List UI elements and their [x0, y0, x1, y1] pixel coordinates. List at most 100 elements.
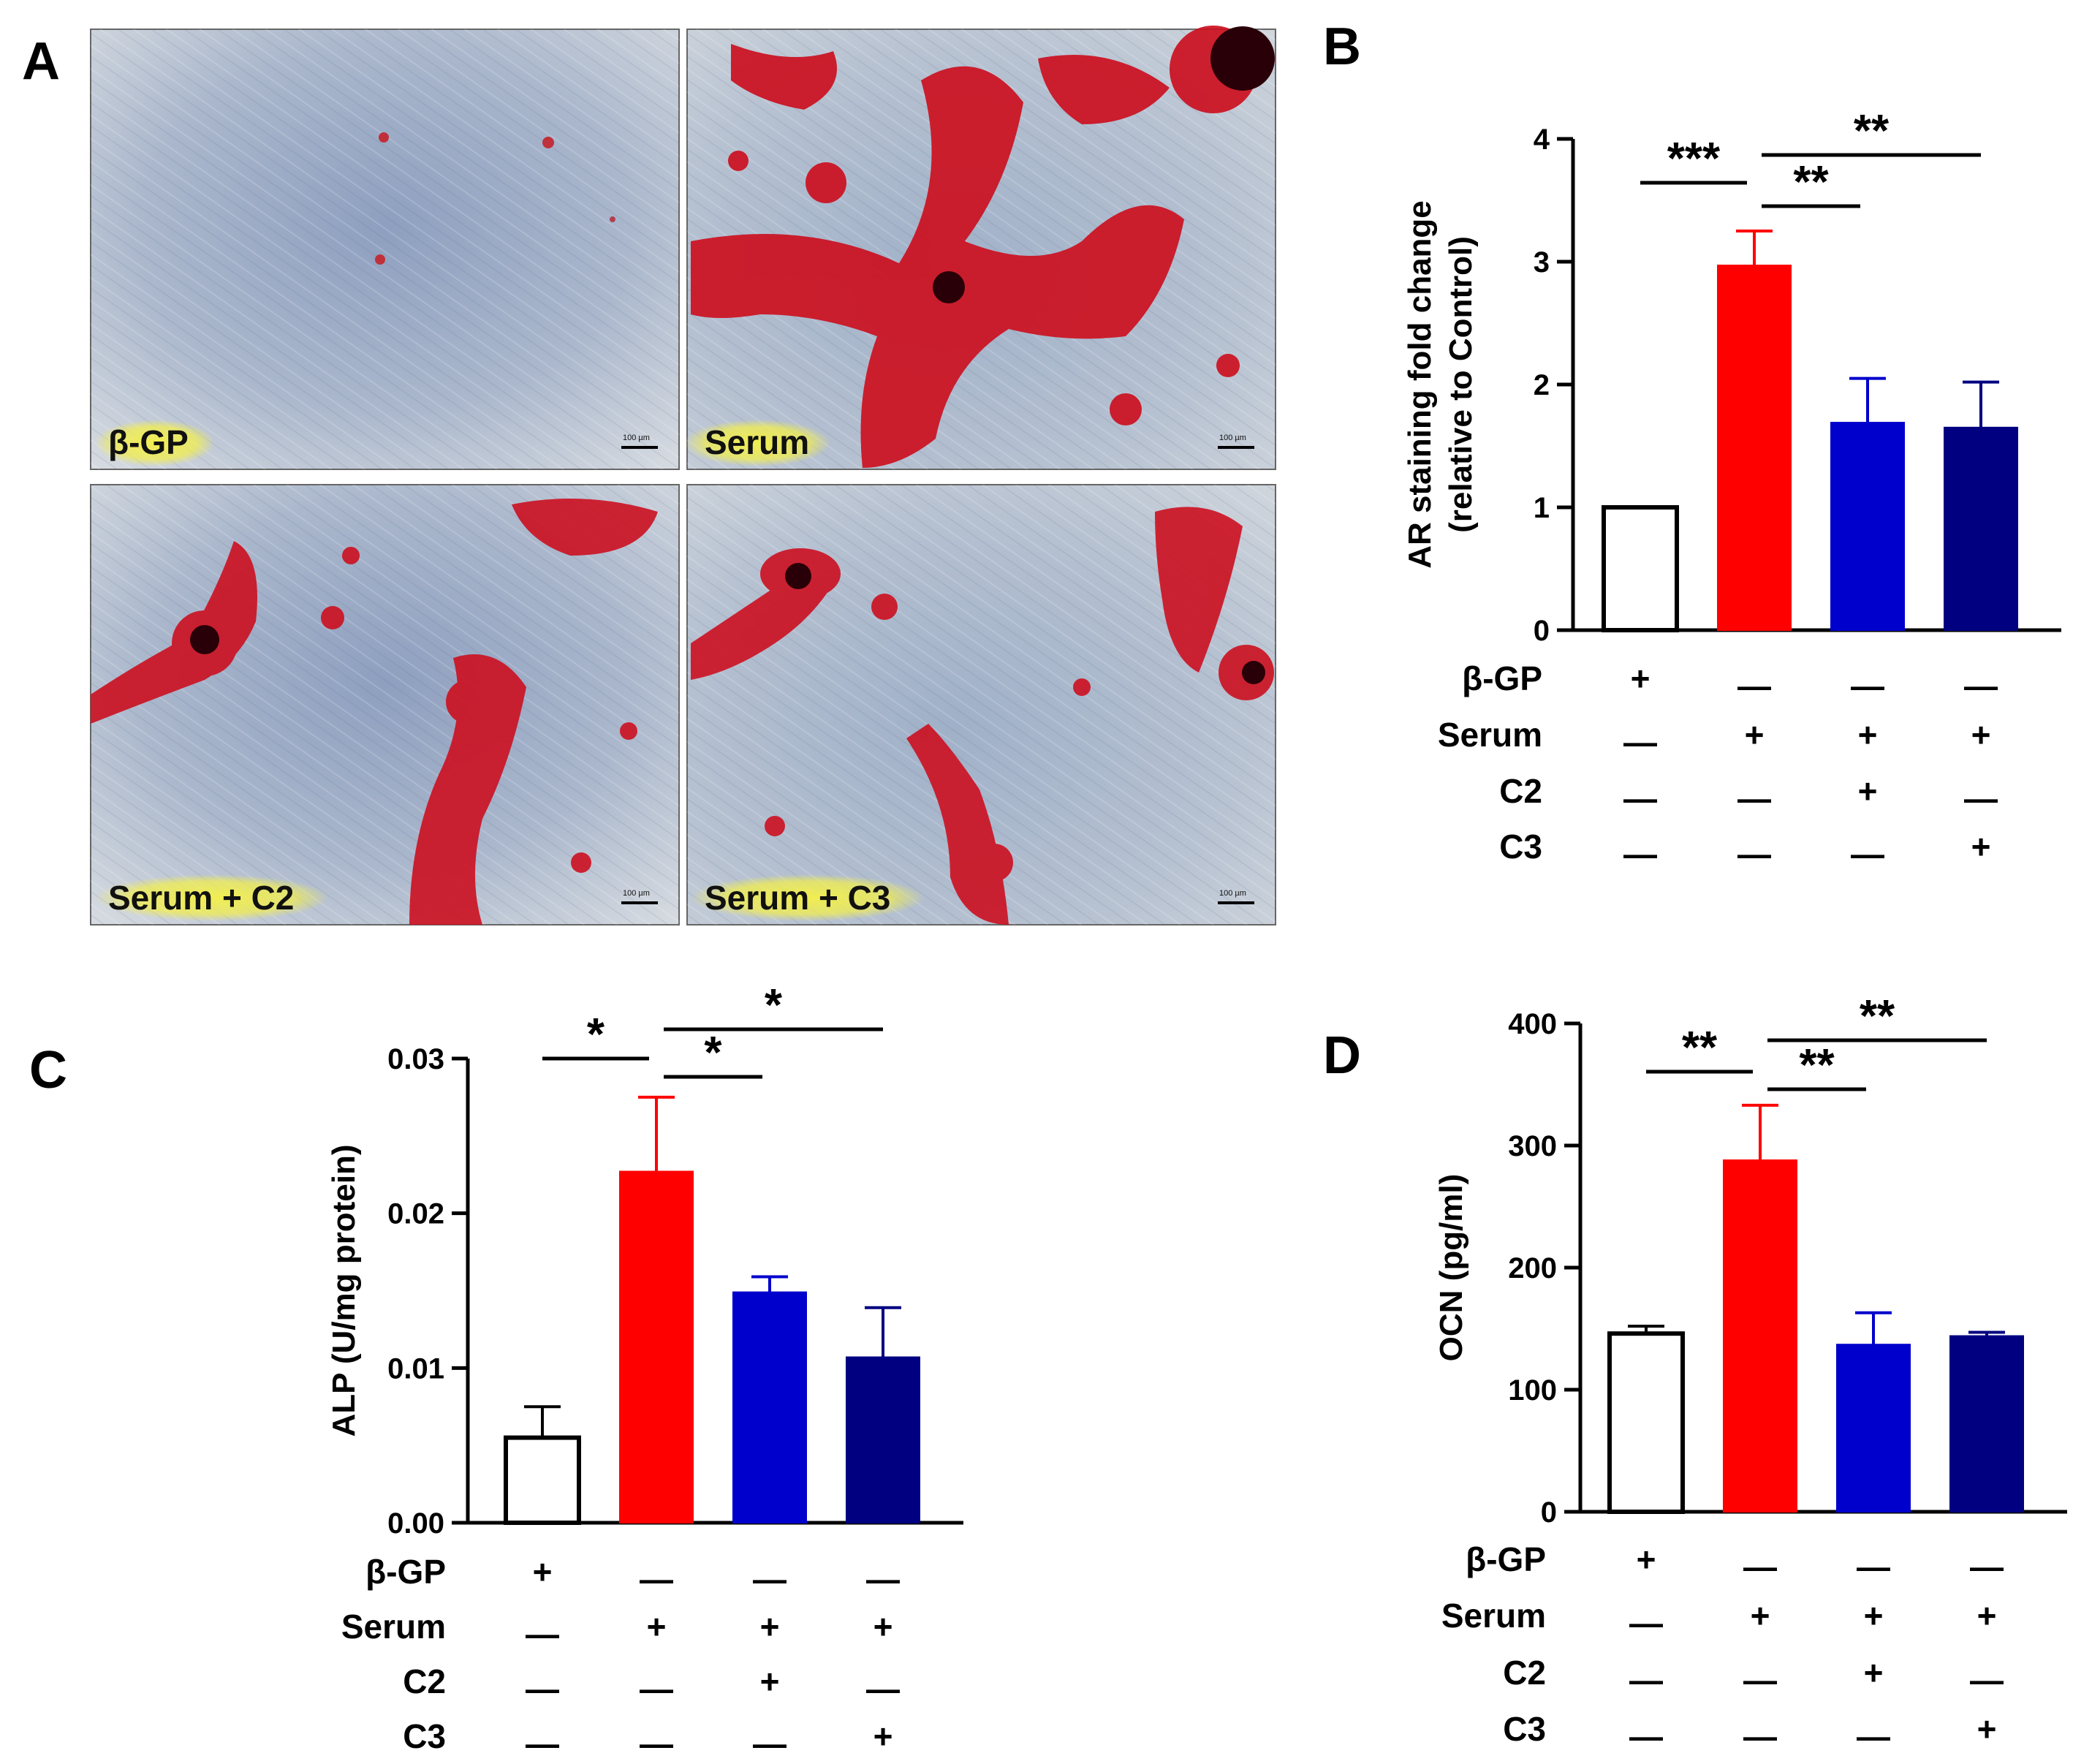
micrograph-label: Serum + C3 — [705, 879, 890, 917]
scale-bar-label: 100 µm — [623, 434, 650, 442]
condition-plus: + — [1971, 716, 1991, 754]
condition-dash: — — [753, 1560, 787, 1598]
condition-plus: + — [1977, 1710, 1997, 1748]
y-axis-label: (relative to Control) — [1443, 236, 1479, 533]
significance-label: ** — [1682, 1023, 1718, 1073]
condition-dash: — — [526, 1670, 559, 1708]
condition-row-label: β-GP — [1466, 1540, 1546, 1578]
condition-row-label: C2 — [1503, 1654, 1546, 1692]
condition-row-label: C3 — [1499, 828, 1542, 866]
condition-plus: + — [760, 1608, 780, 1646]
significance-label: ** — [1793, 157, 1829, 208]
condition-dash: — — [640, 1560, 673, 1598]
condition-plus: + — [873, 1608, 893, 1646]
bar-2 — [1717, 265, 1792, 631]
y-tick-label: 0.03 — [387, 1043, 444, 1075]
micrograph-serum-c3: Serum + C3 100 µm — [686, 484, 1276, 925]
scale-bar-label: 100 µm — [623, 889, 650, 898]
condition-plus: + — [1631, 659, 1651, 697]
condition-dash: — — [1964, 779, 1998, 817]
condition-plus: + — [873, 1717, 893, 1755]
condition-row-label: Serum — [341, 1608, 446, 1646]
condition-dash: — — [640, 1670, 673, 1708]
condition-dash: — — [640, 1725, 673, 1763]
panel-letter-b: B — [1323, 18, 1361, 76]
condition-dash: — — [1857, 1717, 1890, 1755]
y-tick-label: 0.01 — [387, 1352, 444, 1385]
condition-plus: + — [1745, 716, 1765, 754]
bar-1 — [1607, 1331, 1685, 1515]
condition-dash: — — [1737, 667, 1771, 705]
condition-dash: — — [1970, 1548, 2004, 1586]
micrograph-bgp: β-GP 100 µm — [90, 29, 680, 470]
condition-plus: + — [647, 1608, 667, 1646]
y-axis-label: AR staining fold change — [1402, 200, 1438, 569]
condition-dash: — — [1970, 1661, 2004, 1699]
bar-4 — [846, 1356, 920, 1524]
condition-dash: — — [1851, 667, 1884, 705]
y-axis-label: OCN (pg/ml) — [1433, 1174, 1469, 1362]
condition-row-label: β-GP — [365, 1553, 446, 1591]
condition-plus: + — [1858, 716, 1878, 754]
condition-dash: — — [866, 1560, 900, 1598]
significance-label: * — [587, 1010, 605, 1060]
condition-row-label: Serum — [1438, 716, 1542, 754]
condition-plus: + — [1977, 1597, 1997, 1635]
bar-4 — [1944, 426, 2018, 631]
y-tick-label: 200 — [1508, 1252, 1557, 1284]
panel-letter-d: D — [1323, 1026, 1361, 1085]
condition-dash: — — [1629, 1661, 1663, 1699]
y-tick-label: 400 — [1508, 1008, 1557, 1040]
bar-2 — [1723, 1159, 1797, 1513]
condition-dash: — — [1629, 1604, 1663, 1642]
bar-2 — [619, 1170, 694, 1524]
y-tick-label: 1 — [1534, 492, 1550, 524]
condition-dash: — — [1623, 723, 1657, 761]
scale-bar-label: 100 µm — [1219, 434, 1246, 442]
condition-dash: — — [526, 1725, 559, 1763]
bar-3 — [732, 1291, 807, 1524]
condition-dash: — — [1964, 667, 1998, 705]
significance-label: ** — [1860, 991, 1895, 1042]
significance-label: * — [765, 980, 783, 1031]
y-tick-label: 0.02 — [387, 1198, 444, 1230]
micrograph-serum-c2: Serum + C2 100 µm — [90, 484, 680, 925]
bar-4 — [1949, 1335, 2024, 1513]
significance-label: * — [704, 1028, 722, 1078]
chart-b: 0 1 2 3 4 AR staining fold change (relative to… — [1402, 106, 2061, 873]
y-tick-label: 100 — [1508, 1374, 1557, 1407]
condition-dash: — — [1623, 835, 1657, 873]
panel-a: A β-GP 100 µm — [22, 26, 1276, 925]
significance-label: *** — [1667, 134, 1721, 184]
panel-letter-a: A — [22, 32, 60, 91]
condition-dash: — — [1623, 779, 1657, 817]
bar-3 — [1830, 422, 1905, 632]
y-tick-label: 0.00 — [387, 1507, 444, 1540]
significance-label: ** — [1854, 106, 1890, 156]
significance-label: ** — [1799, 1040, 1835, 1091]
condition-row-label: C2 — [1499, 772, 1542, 810]
bar-3 — [1836, 1344, 1911, 1513]
bar-1 — [1602, 505, 1679, 632]
micrograph-serum: Serum 100 µm — [684, 26, 1276, 470]
condition-plus: + — [1637, 1540, 1656, 1578]
condition-row-label: C3 — [1503, 1710, 1546, 1748]
scale-bar-label: 100 µm — [1219, 889, 1246, 898]
condition-dash: — — [1857, 1548, 1890, 1586]
y-tick-label: 0 — [1534, 615, 1550, 647]
condition-dash: — — [1737, 779, 1771, 817]
condition-dash: — — [866, 1670, 900, 1708]
condition-plus: + — [1864, 1654, 1884, 1692]
condition-dash: — — [753, 1725, 787, 1763]
bar-1 — [504, 1435, 581, 1526]
condition-plus: + — [533, 1553, 553, 1591]
condition-row-label: C2 — [403, 1662, 446, 1700]
condition-dash: — — [1743, 1548, 1777, 1586]
condition-row-label: Serum — [1441, 1597, 1546, 1635]
y-tick-label: 2 — [1534, 369, 1550, 401]
y-tick-label: 0 — [1541, 1496, 1557, 1529]
y-tick-label: 4 — [1534, 124, 1550, 156]
condition-dash: — — [526, 1615, 559, 1653]
condition-plus: + — [1864, 1597, 1884, 1635]
